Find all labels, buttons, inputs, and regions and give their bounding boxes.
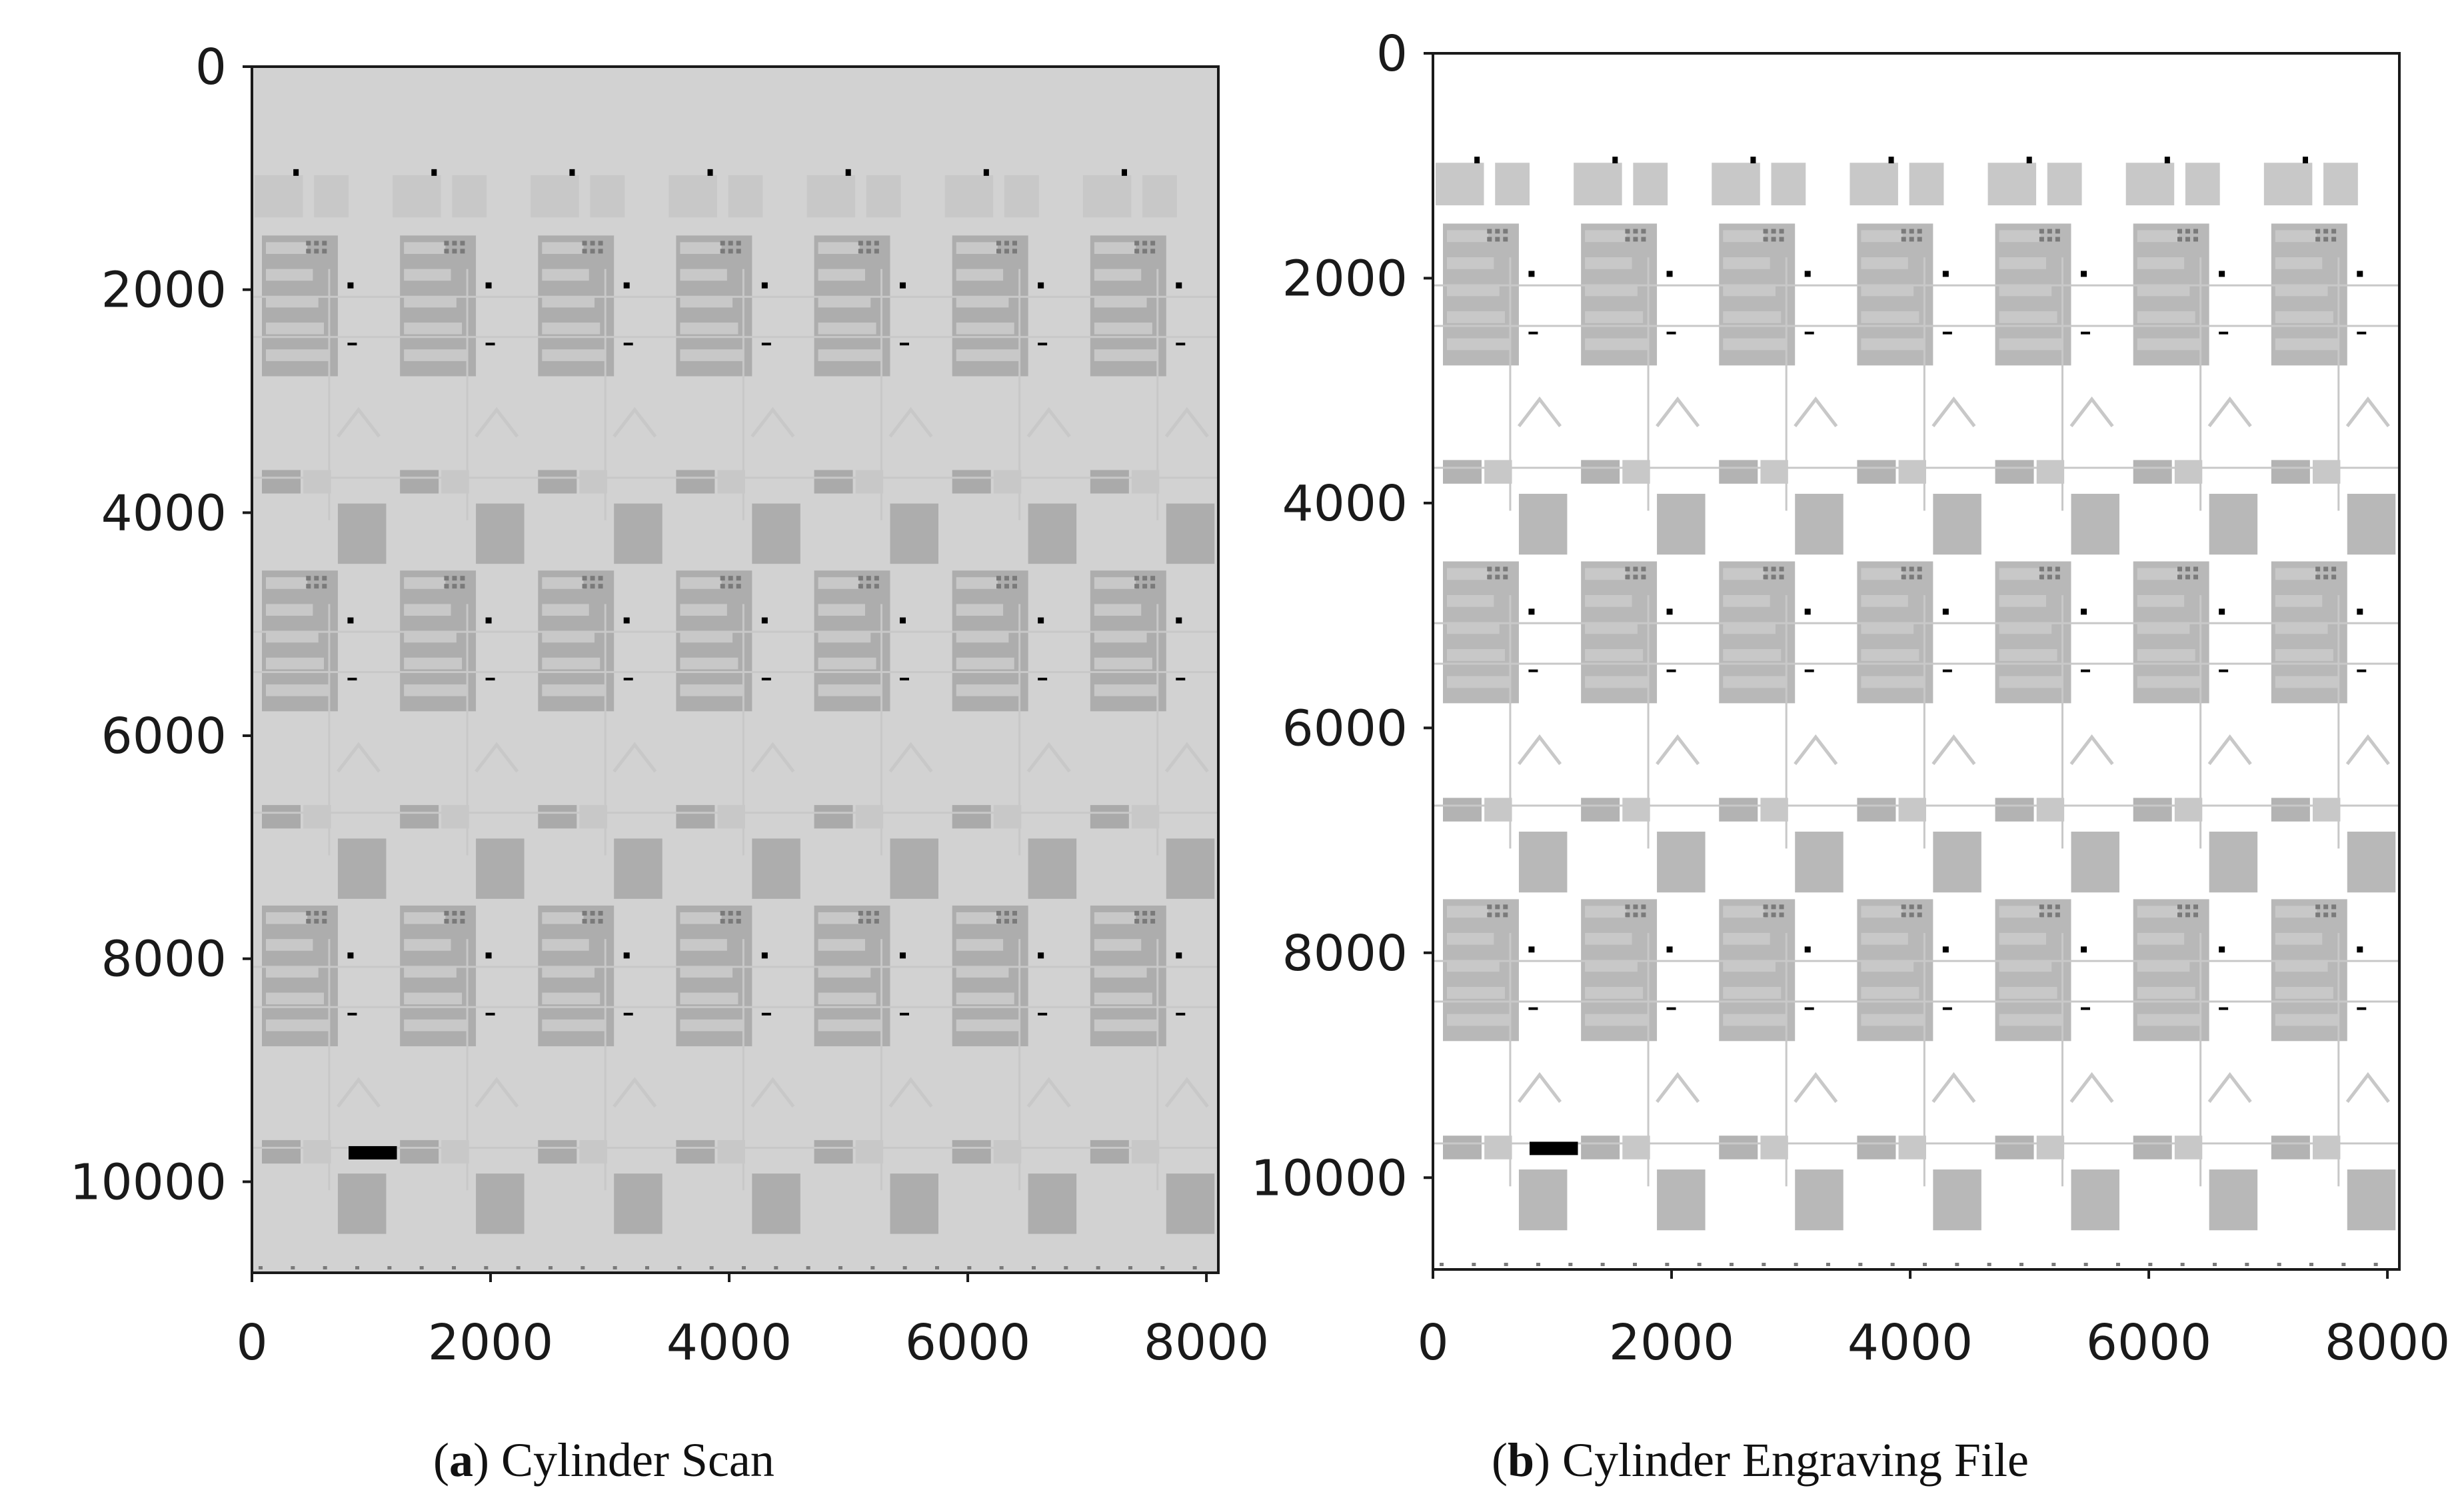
caption-a: (a) Cylinder Scan <box>433 1433 774 1487</box>
x-tick-label: 6000 <box>2086 1314 2211 1371</box>
registration-mark <box>2026 157 2032 164</box>
x-tick-label: 4000 <box>1848 1314 1973 1371</box>
y-tick-label: 8000 <box>1282 925 1408 982</box>
y-tick-label: 0 <box>1376 25 1408 83</box>
registration-mark <box>1612 157 1618 164</box>
registration-mark <box>569 169 575 176</box>
panel-a-pattern <box>252 169 1218 1269</box>
panel-a-frame <box>251 65 1220 1274</box>
x-tick-label: 8000 <box>2325 1314 2450 1371</box>
registration-mark <box>1888 157 1894 164</box>
registration-mark <box>1750 157 1756 164</box>
dark-bar-mark <box>1530 1141 1578 1155</box>
y-tick-label: 2000 <box>1282 250 1408 307</box>
caption-b-text: Cylinder Engraving File <box>1562 1433 2029 1487</box>
x-tick-label: 6000 <box>905 1314 1030 1371</box>
x-tick-label: 0 <box>236 1314 267 1371</box>
panel-b-frame <box>1432 52 2401 1271</box>
x-tick-label: 8000 <box>1144 1314 1269 1371</box>
y-tick-label: 2000 <box>101 262 227 319</box>
y-tick-label: 8000 <box>101 931 227 988</box>
y-tick-label: 0 <box>195 39 227 96</box>
y-tick-label: 4000 <box>1282 475 1408 532</box>
registration-mark <box>707 169 713 176</box>
registration-mark <box>1474 157 1480 164</box>
y-tick-label: 6000 <box>1282 700 1408 757</box>
registration-mark <box>431 169 437 176</box>
registration-mark <box>2164 157 2170 164</box>
y-tick-label: 4000 <box>101 484 227 542</box>
registration-mark <box>2303 157 2308 164</box>
x-tick-label: 2000 <box>428 1314 553 1371</box>
x-tick-label: 0 <box>1417 1314 1448 1371</box>
y-tick-label: 10000 <box>1251 1149 1408 1207</box>
registration-mark <box>293 169 299 176</box>
panel-a-cylinder-scan: 0 2000 4000 6000 8000 10000 0 2000 4000 6000 8000 <box>70 39 1270 1371</box>
caption-a-letter: a <box>449 1433 473 1487</box>
registration-mark <box>1122 169 1127 176</box>
caption-b: (b) Cylinder Engraving File <box>1492 1433 2029 1487</box>
registration-mark <box>845 169 851 176</box>
registration-mark <box>983 169 989 176</box>
dark-bar-mark <box>349 1145 397 1159</box>
x-tick-label: 4000 <box>666 1314 792 1371</box>
y-tick-label: 6000 <box>101 708 227 765</box>
x-tick-label: 2000 <box>1609 1314 1734 1371</box>
caption-a-text: Cylinder Scan <box>501 1433 774 1487</box>
panel-b-cylinder-engraving-file: 0 2000 4000 6000 8000 10000 0 2000 4000 6000 8000 <box>1251 25 2451 1371</box>
caption-b-letter: b <box>1507 1433 1535 1487</box>
y-tick-label: 10000 <box>70 1153 227 1211</box>
panel-b-pattern <box>1433 157 2399 1266</box>
